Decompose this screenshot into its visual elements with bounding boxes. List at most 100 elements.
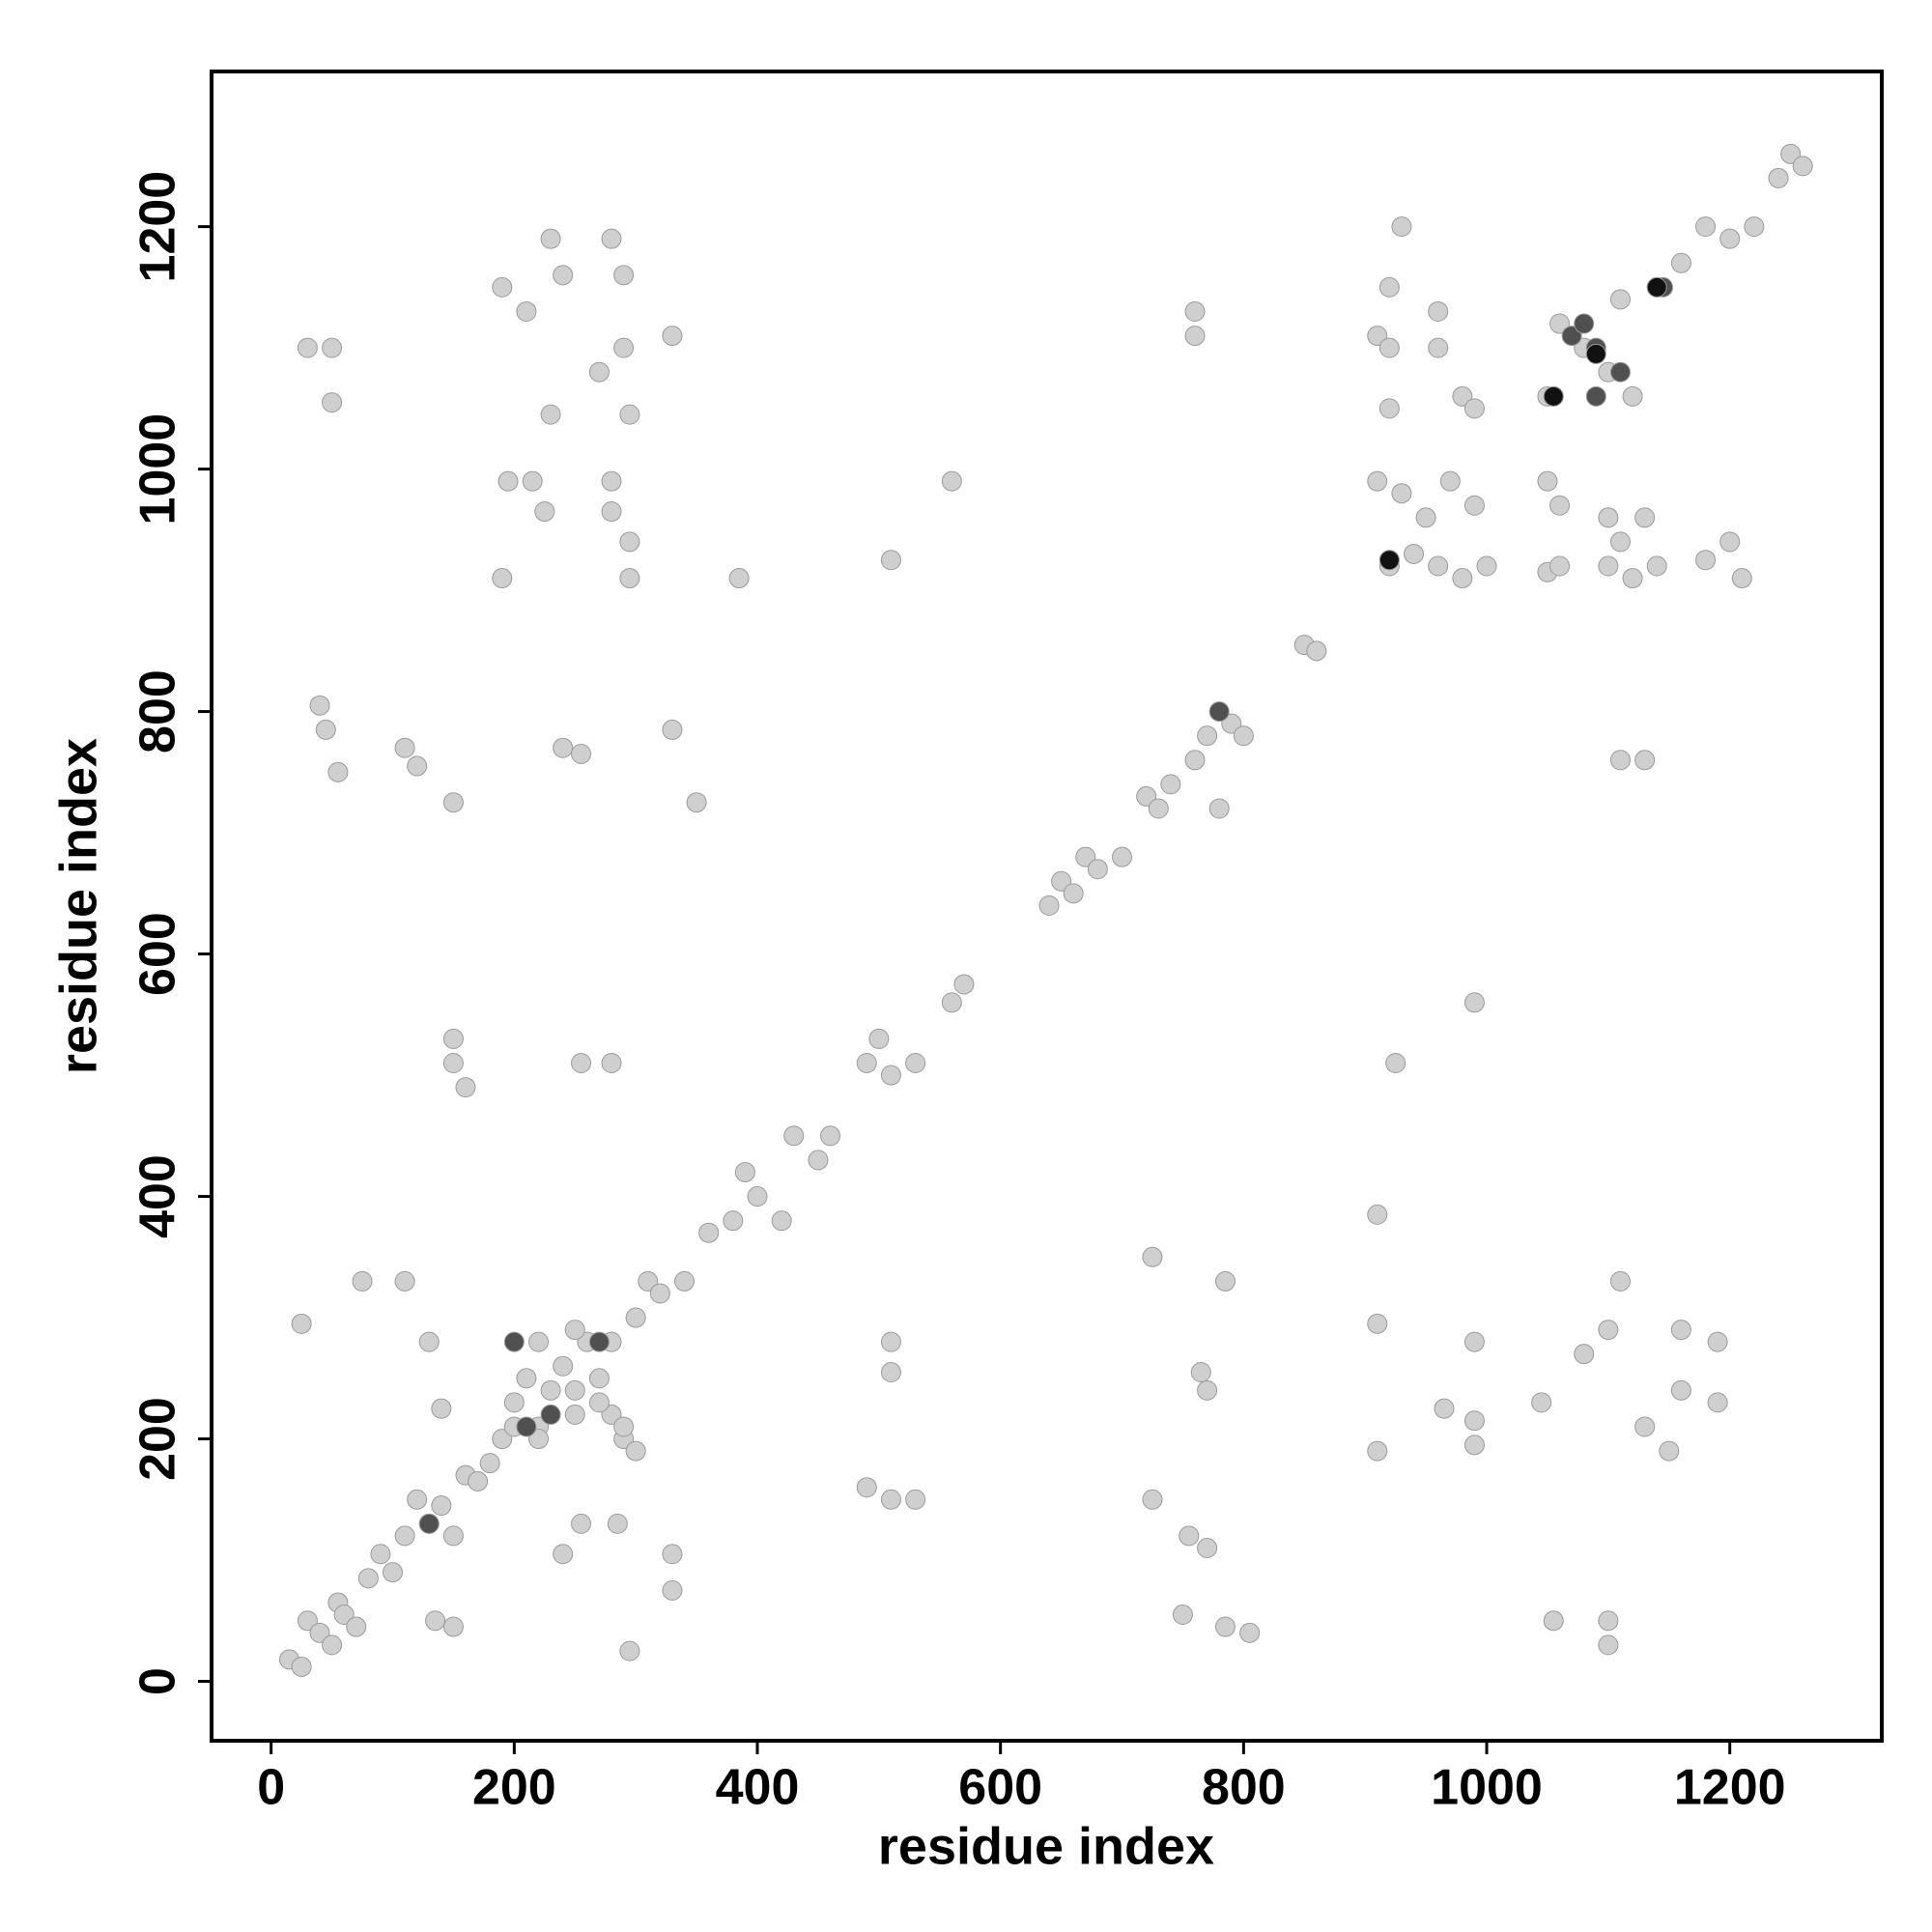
point [571, 1053, 592, 1074]
point [553, 1355, 574, 1377]
point [1549, 313, 1571, 334]
point [1179, 1525, 1200, 1547]
point [497, 470, 519, 492]
point [607, 1513, 628, 1534]
point [297, 337, 318, 358]
point [1719, 531, 1741, 553]
point [1792, 156, 1813, 177]
point [1670, 252, 1691, 273]
point [1744, 216, 1765, 238]
point [1574, 313, 1595, 334]
point [492, 1429, 513, 1450]
point [291, 1656, 312, 1677]
point [1609, 289, 1631, 310]
point [1609, 531, 1631, 553]
point [649, 1283, 670, 1304]
point [880, 1489, 901, 1510]
point [1197, 1379, 1218, 1401]
point [601, 501, 622, 523]
point [516, 300, 537, 322]
point [662, 1579, 683, 1601]
point [540, 1379, 561, 1401]
x-axis-title: residue index [878, 1817, 1214, 1875]
point [309, 1622, 330, 1643]
point [728, 568, 750, 589]
point [1598, 507, 1619, 528]
point [407, 755, 428, 777]
x-tick-label: 1000 [1431, 1760, 1543, 1816]
point [1385, 1053, 1406, 1074]
point [1214, 1616, 1236, 1637]
point [1622, 385, 1643, 407]
point [564, 1379, 585, 1401]
y-tick-label: 1200 [130, 171, 186, 283]
point [1378, 398, 1400, 419]
point [1208, 798, 1230, 819]
point [619, 531, 640, 553]
point [625, 1440, 646, 1462]
point [503, 1331, 525, 1352]
x-tick-label: 200 [472, 1760, 556, 1816]
point [1719, 228, 1741, 249]
point [1428, 300, 1449, 322]
point [1214, 1270, 1236, 1292]
point [442, 792, 464, 813]
point [1428, 337, 1449, 358]
point [1598, 1320, 1619, 1341]
point [905, 1053, 926, 1074]
point [625, 1307, 646, 1328]
point [783, 1125, 805, 1147]
x-tick-label: 0 [257, 1760, 285, 1816]
point [1768, 167, 1789, 188]
point [1452, 385, 1473, 407]
point [1415, 507, 1436, 528]
point [382, 1562, 403, 1583]
point [534, 501, 555, 523]
point [820, 1125, 841, 1147]
point [619, 568, 640, 589]
point [1184, 750, 1206, 771]
point [1463, 398, 1485, 419]
point [322, 337, 343, 358]
point [686, 792, 707, 813]
point [662, 1544, 683, 1565]
point [771, 1210, 792, 1232]
point [571, 744, 592, 765]
point [1695, 216, 1717, 238]
point [455, 1077, 476, 1098]
point [1063, 883, 1084, 904]
point [1038, 895, 1060, 916]
point [1184, 326, 1206, 347]
point [1531, 1392, 1552, 1413]
point [1463, 1410, 1485, 1432]
point [442, 1028, 464, 1049]
point [442, 1525, 464, 1547]
point [1463, 495, 1485, 516]
point [564, 1404, 585, 1425]
point [291, 1313, 312, 1334]
point [1622, 568, 1643, 589]
point [601, 1053, 622, 1074]
point [588, 361, 610, 383]
point [1367, 470, 1388, 492]
point [613, 1416, 635, 1437]
y-tick-label: 200 [130, 1397, 186, 1481]
point [1634, 507, 1656, 528]
point [394, 1270, 415, 1292]
point [1634, 750, 1656, 771]
point [357, 1568, 379, 1589]
point [1670, 1379, 1691, 1401]
y-axis-title: residue index [49, 738, 107, 1074]
point [431, 1495, 452, 1517]
point [1367, 326, 1388, 347]
point [1391, 483, 1412, 504]
point [1197, 725, 1218, 747]
point [315, 719, 336, 740]
x-tick-label: 600 [958, 1760, 1042, 1816]
point [1428, 555, 1449, 577]
point [1731, 568, 1752, 589]
point [1391, 216, 1412, 238]
point [492, 568, 513, 589]
point [1463, 992, 1485, 1013]
